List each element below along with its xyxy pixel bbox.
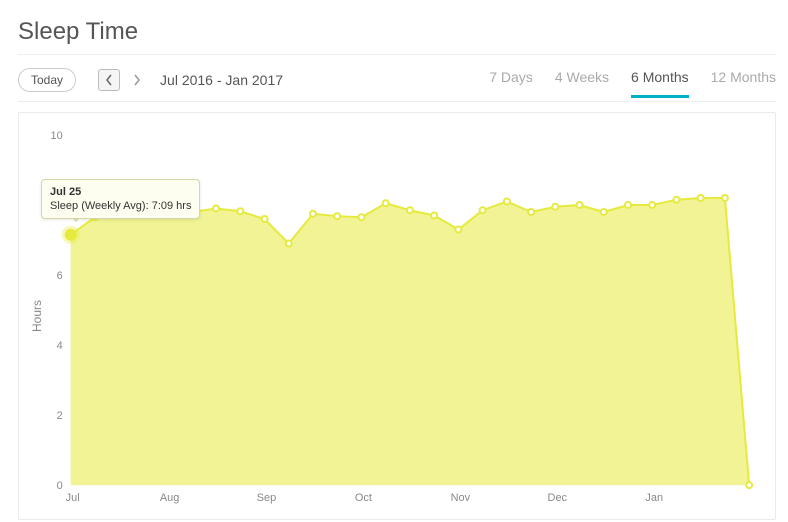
svg-text:0: 0 (57, 480, 63, 492)
chart-marker[interactable] (286, 241, 292, 247)
divider-top (18, 54, 776, 55)
chart-marker[interactable] (504, 198, 510, 204)
chart-tooltip: Jul 25 Sleep (Weekly Avg): 7:09 hrs (41, 179, 200, 219)
chart-marker[interactable] (480, 207, 486, 213)
svg-text:2: 2 (57, 410, 63, 422)
prev-button[interactable] (98, 69, 120, 91)
chart-marker[interactable] (310, 211, 316, 217)
chart-marker[interactable] (383, 200, 389, 206)
chart-marker[interactable] (66, 230, 76, 240)
date-range-label: Jul 2016 - Jan 2017 (160, 72, 283, 88)
tooltip-date: Jul 25 (50, 186, 191, 198)
svg-text:6: 6 (57, 270, 63, 282)
svg-text:4: 4 (57, 340, 63, 352)
chart-marker[interactable] (552, 204, 558, 210)
svg-text:Aug: Aug (160, 492, 179, 504)
chart-marker[interactable] (577, 202, 583, 208)
chart-marker[interactable] (262, 216, 268, 222)
chart-marker[interactable] (649, 202, 655, 208)
chart-container: Hours 0246810JulAugSepOctNovDecJan Jul 2… (18, 112, 776, 520)
svg-text:10: 10 (51, 130, 63, 142)
next-button[interactable] (126, 69, 148, 91)
chart-marker[interactable] (237, 208, 243, 214)
chart-marker[interactable] (334, 213, 340, 219)
chart-marker[interactable] (746, 482, 752, 488)
svg-text:Nov: Nov (451, 492, 471, 504)
svg-text:Sep: Sep (257, 492, 276, 504)
chart-area (71, 198, 749, 485)
y-axis-label: Hours (30, 300, 44, 332)
chart-marker[interactable] (455, 227, 461, 233)
chevron-left-icon (104, 74, 114, 86)
chart-marker[interactable] (213, 206, 219, 212)
chart-marker[interactable] (431, 213, 437, 219)
chart-marker[interactable] (673, 197, 679, 203)
chevron-right-icon (132, 74, 142, 86)
chart-marker[interactable] (407, 207, 413, 213)
svg-text:Oct: Oct (355, 492, 372, 504)
today-button[interactable]: Today (18, 68, 76, 92)
svg-text:Jan: Jan (645, 492, 663, 504)
chart-marker[interactable] (698, 195, 704, 201)
svg-text:Dec: Dec (548, 492, 568, 504)
chart-marker[interactable] (601, 209, 607, 215)
tab-4-weeks[interactable]: 4 Weeks (555, 69, 609, 91)
tooltip-value: Sleep (Weekly Avg): 7:09 hrs (50, 200, 191, 212)
page-title: Sleep Time (18, 18, 776, 46)
toolbar: Today Jul 2016 - Jan 2017 7 Days 4 Weeks… (18, 65, 776, 95)
chart-marker[interactable] (722, 195, 728, 201)
tab-12-months[interactable]: 12 Months (711, 69, 776, 91)
divider-bottom (18, 101, 776, 102)
tab-7-days[interactable]: 7 Days (489, 69, 533, 91)
chart-marker[interactable] (528, 209, 534, 215)
chart-marker[interactable] (358, 214, 364, 220)
range-tabs: 7 Days 4 Weeks 6 Months 12 Months (489, 69, 776, 91)
chart-marker[interactable] (625, 202, 631, 208)
tab-6-months[interactable]: 6 Months (631, 69, 689, 98)
svg-text:Jul: Jul (66, 492, 80, 504)
